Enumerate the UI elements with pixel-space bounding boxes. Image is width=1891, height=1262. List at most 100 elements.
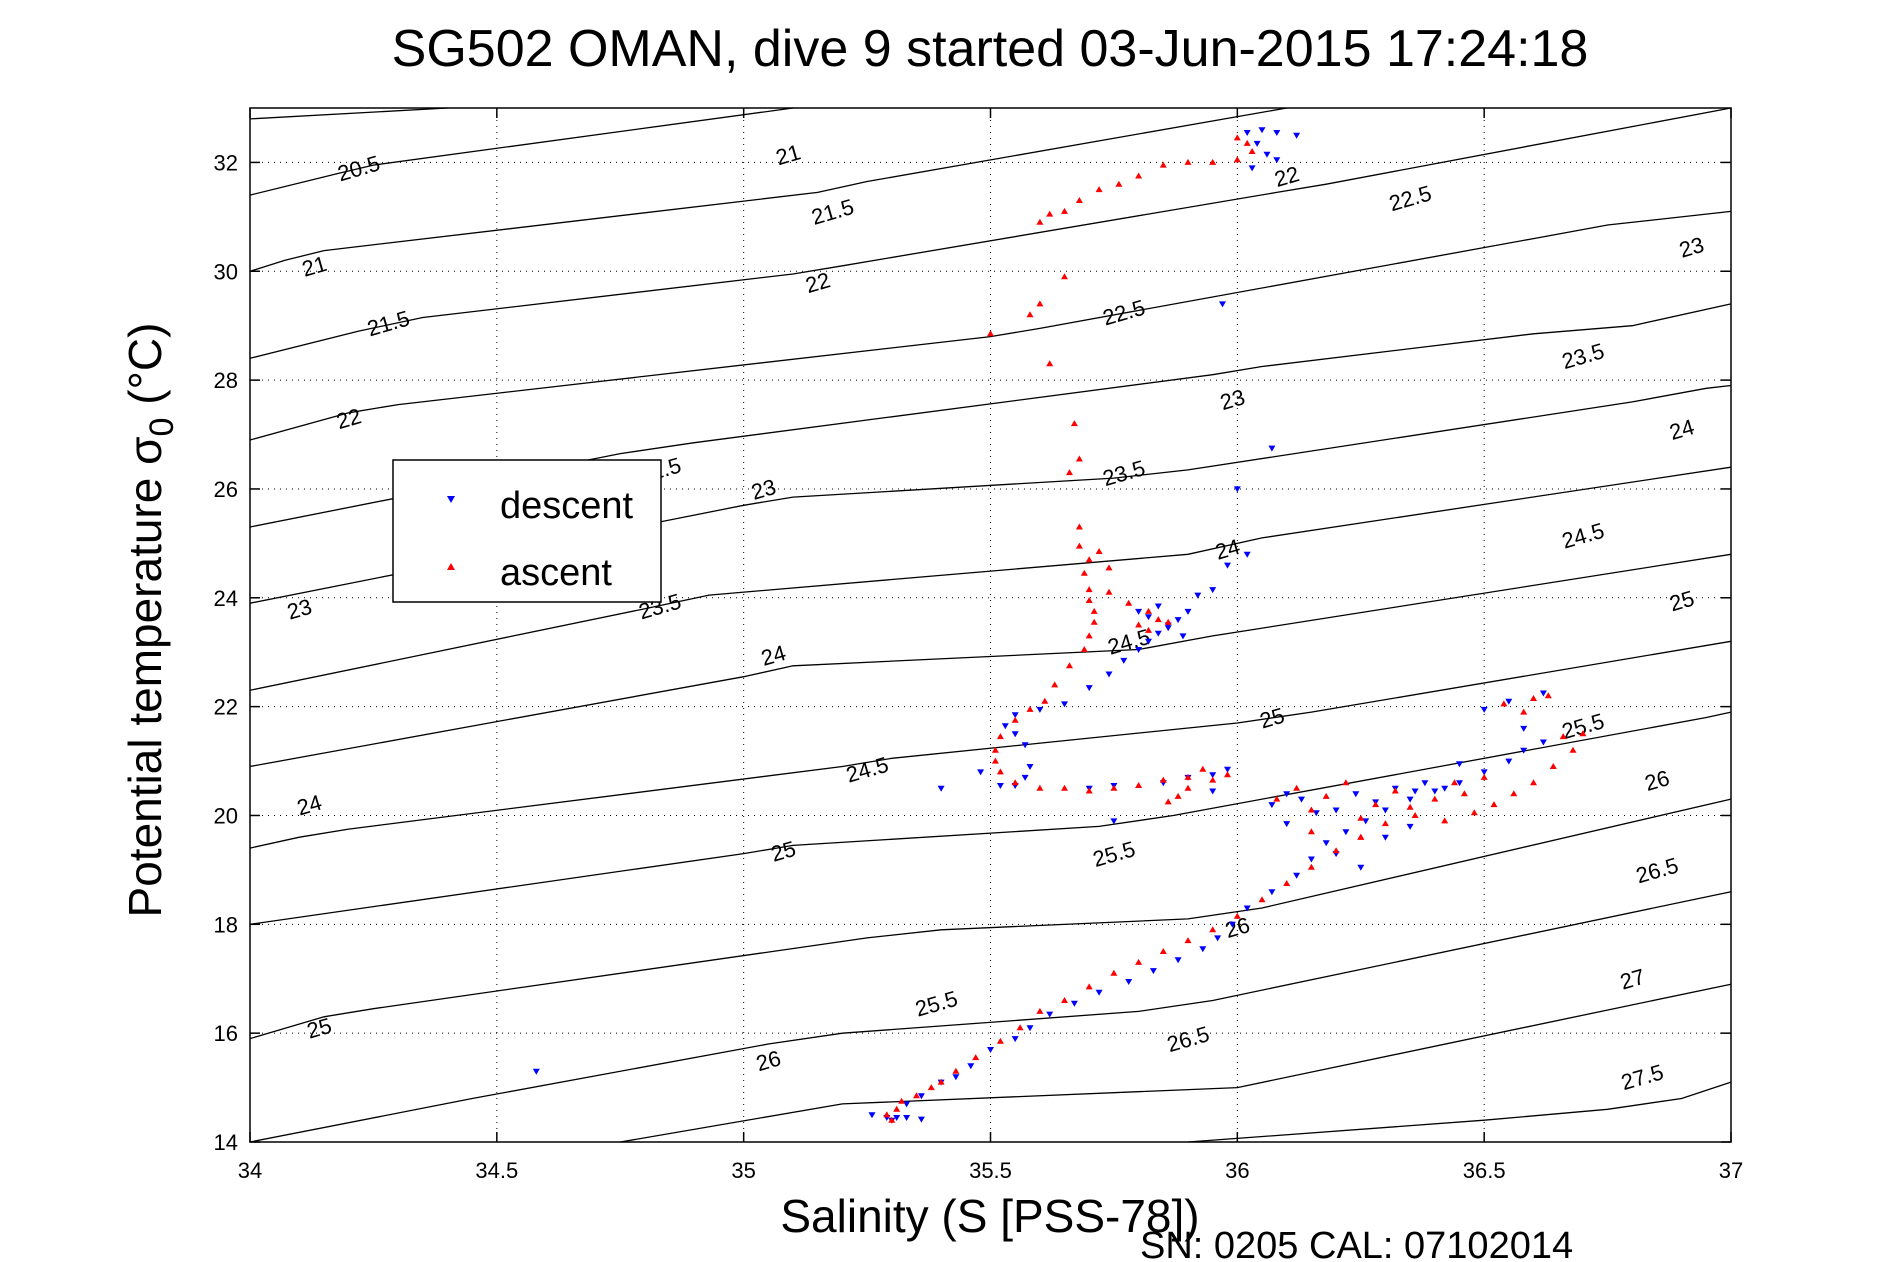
y-tick-label: 16 [214,1021,238,1046]
ascent-point [1036,300,1044,307]
y-tick-label: 20 [214,803,238,828]
ascent-point [1110,784,1118,791]
descent-point [1505,758,1513,765]
descent-point [1184,608,1192,615]
descent-point [1293,132,1301,139]
descent-point [987,1047,994,1053]
descent-point [952,1074,960,1081]
descent-point [1046,1011,1054,1018]
descent-point [1233,486,1241,493]
descent-point [1283,791,1291,798]
ascent-point [1066,662,1073,669]
ascent-point [1135,172,1143,179]
descent-point [996,783,1004,789]
ascent-point [1569,746,1577,753]
descent-point [1381,807,1389,814]
density-contour-line [249,107,1287,272]
density-contour-line [249,384,1732,604]
ascent-point [1199,765,1207,772]
ascent-point [1135,782,1143,788]
ascent-point [1164,618,1172,625]
ascent-point [1026,705,1034,712]
ascent-point [893,1105,901,1112]
ascent-point [1307,806,1315,813]
ascent-point [1080,569,1088,576]
ascent-point [972,1054,980,1061]
ascent-point [898,1097,906,1104]
ascent-point [927,1084,935,1091]
ascent-point [1046,210,1054,217]
ascent-point [1391,787,1399,794]
ascent-point [1095,186,1103,193]
ascent-point [1184,158,1192,165]
ascent-point [1159,776,1167,783]
descent-point [1174,617,1182,624]
ascent-point [1145,607,1152,614]
descent-point [1539,690,1547,697]
ascent-point [1233,912,1241,919]
density-contour-line [249,553,1732,768]
y-axis-label-sigma: σ [119,436,171,464]
ascent-point [987,330,994,337]
descent-point [1026,1025,1034,1032]
ascent-point [1070,420,1078,427]
descent-point [1406,796,1414,803]
ascent-point [888,1116,896,1123]
descent-point [1273,130,1281,136]
ascent-point [1224,771,1231,778]
descent-point [1441,785,1449,792]
descent-point [1021,742,1029,749]
ascent-point [1322,792,1330,799]
ascent-point [1357,833,1365,840]
chart-title: SG502 OMAN, dive 9 started 03-Jun-2015 1… [392,20,1589,78]
descent-point [1209,587,1217,594]
ascent-point [991,757,999,764]
ascent-point [1530,695,1537,701]
x-tick-label: 36 [1225,1158,1249,1183]
descent-point [1145,614,1152,621]
descent-point [903,1115,911,1121]
ascent-point [1544,692,1552,699]
descent-point [1293,872,1301,879]
descent-point [1362,818,1370,825]
descent-point [1070,1000,1078,1007]
descent-point [1273,157,1281,164]
ascent-point [1075,523,1083,530]
density-contour-line [620,983,1732,1143]
ascent-point [1095,548,1103,554]
ascent-point [1579,730,1587,737]
ascent-point [991,746,999,753]
ascent-point [1209,158,1217,165]
descent-point [1253,140,1261,147]
descent-point [1406,823,1414,830]
ascent-point [1500,700,1508,707]
ascent-point [996,733,1004,740]
descent-point [1352,791,1360,798]
density-contour-line [249,798,1732,1040]
ascent-point [1051,681,1059,688]
descent-point [1085,685,1093,692]
descent-point [893,1115,901,1121]
y-axis-label-unit: (°C) [119,323,171,418]
descent-point [1011,731,1019,738]
ascent-point [1441,817,1449,824]
descent-point [1194,592,1202,599]
descent-point [1268,889,1276,896]
ascent-point [1559,733,1567,740]
legend-ascent-label: ascent [500,552,612,594]
ascent-point [1061,997,1068,1003]
ascent-point [1184,937,1192,944]
x-tick-label: 34 [238,1158,262,1183]
x-tick-label: 35.5 [969,1158,1012,1183]
descent-point [532,1068,540,1075]
ascent-point [1011,779,1019,786]
descent-point [903,1101,911,1108]
descent-point [1421,780,1429,787]
descent-point [1431,788,1439,795]
x-tick-label: 36.5 [1463,1158,1506,1183]
descent-point [1456,761,1463,768]
descent-point [1480,706,1488,713]
ascent-point [1085,787,1093,794]
ascent-point [1510,790,1518,797]
ascent-point [1549,763,1557,769]
